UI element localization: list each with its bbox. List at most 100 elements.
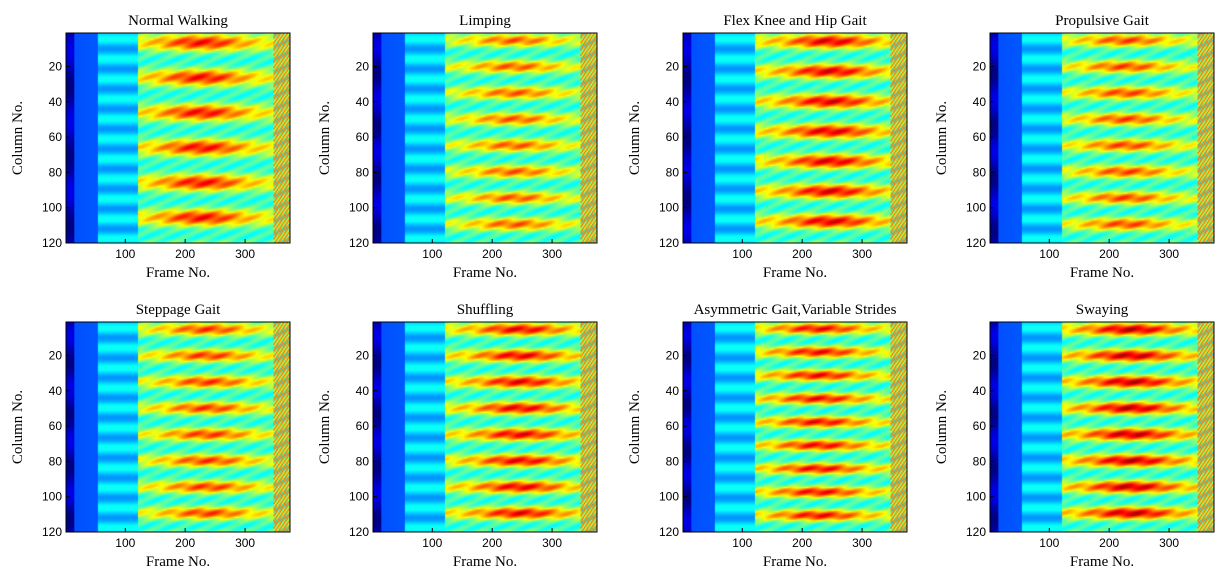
y-tick-label: 40 [666, 384, 680, 398]
y-tick-label: 100 [966, 490, 986, 504]
y-tick-label: 120 [659, 236, 679, 250]
x-tick-label: 300 [235, 247, 255, 261]
x-tick-label: 100 [422, 247, 442, 261]
heatmap-image [66, 33, 290, 243]
y-tick-label: 100 [42, 201, 62, 215]
plot-frame [682, 321, 908, 533]
heatmap-image [373, 322, 597, 532]
x-axis-label: Frame No. [146, 265, 210, 281]
heatmap-image [373, 33, 597, 243]
y-tick-label: 100 [966, 201, 986, 215]
heatmap-image [683, 322, 907, 532]
x-axis-label: Frame No. [453, 554, 517, 570]
x-tick-label: 300 [1159, 247, 1179, 261]
chart-title: Normal Walking [128, 13, 228, 29]
y-tick-label: 80 [49, 165, 63, 179]
heatmap-panel: Swaying 100 200 300 20 40 60 80 100 120 Frame No. C… [934, 302, 1215, 570]
y-axis-label: Column No. [934, 101, 950, 175]
x-tick-label: 200 [792, 536, 812, 550]
chart-title: Flex Knee and Hip Gait [723, 13, 867, 29]
y-tick-label: 80 [973, 165, 987, 179]
y-tick-label: 40 [49, 95, 63, 109]
x-tick-label: 300 [1159, 536, 1179, 550]
y-axis-label: Column No. [10, 101, 26, 175]
y-tick-label: 120 [966, 236, 986, 250]
y-tick-label: 60 [973, 130, 987, 144]
chart-title: Asymmetric Gait,Variable Strides [694, 302, 897, 318]
y-tick-label: 120 [42, 525, 62, 539]
y-tick-label: 60 [49, 130, 63, 144]
y-tick-label: 20 [666, 349, 680, 363]
plot-frame [682, 32, 908, 244]
y-tick-label: 120 [42, 236, 62, 250]
y-tick-label: 20 [973, 60, 987, 74]
x-axis-label: Frame No. [1070, 265, 1134, 281]
x-tick-label: 200 [175, 536, 195, 550]
x-axis-label: Frame No. [1070, 554, 1134, 570]
chart-title: Swaying [1076, 302, 1129, 318]
y-tick-label: 20 [49, 349, 63, 363]
heatmap-panel: Steppage Gait 100 200 300 20 40 60 80 100 120 Fram… [10, 302, 291, 570]
y-tick-label: 60 [666, 130, 680, 144]
x-axis-label: Frame No. [763, 554, 827, 570]
heatmap-panel: Normal Walking 100 200 300 20 40 60 80 100 120 Fra… [10, 13, 291, 281]
y-axis-label: Column No. [627, 101, 643, 175]
y-tick-label: 40 [973, 95, 987, 109]
x-tick-label: 200 [792, 247, 812, 261]
x-axis-label: Frame No. [146, 554, 210, 570]
y-tick-label: 120 [349, 525, 369, 539]
y-tick-label: 40 [973, 384, 987, 398]
y-tick-label: 40 [666, 95, 680, 109]
y-tick-label: 100 [659, 201, 679, 215]
y-axis-label: Column No. [627, 390, 643, 464]
x-tick-label: 200 [1099, 247, 1119, 261]
y-tick-label: 80 [49, 454, 63, 468]
y-axis-label: Column No. [317, 101, 333, 175]
heatmap-image [990, 33, 1214, 243]
y-tick-label: 60 [49, 419, 63, 433]
y-tick-label: 60 [356, 130, 370, 144]
y-tick-label: 40 [49, 384, 63, 398]
y-tick-label: 20 [49, 60, 63, 74]
chart-title: Propulsive Gait [1055, 13, 1150, 29]
x-tick-label: 300 [542, 536, 562, 550]
y-tick-label: 120 [966, 525, 986, 539]
heatmap-panel: Limping 100 200 300 20 40 60 80 100 120 Frame No. C… [317, 13, 598, 281]
y-axis-label: Column No. [317, 390, 333, 464]
heatmap-panel: Propulsive Gait 100 200 300 20 40 60 80 100 120 Fr… [934, 13, 1215, 281]
y-tick-label: 60 [356, 419, 370, 433]
x-tick-label: 100 [1039, 536, 1059, 550]
y-tick-label: 80 [666, 454, 680, 468]
chart-title: Steppage Gait [136, 302, 221, 318]
y-tick-label: 100 [349, 201, 369, 215]
x-tick-label: 200 [482, 247, 502, 261]
y-tick-label: 80 [973, 454, 987, 468]
y-tick-label: 40 [356, 384, 370, 398]
y-tick-label: 40 [356, 95, 370, 109]
y-tick-label: 120 [659, 525, 679, 539]
plot-frame [65, 32, 291, 244]
y-tick-label: 80 [356, 454, 370, 468]
plot-frame [65, 321, 291, 533]
x-tick-label: 300 [235, 536, 255, 550]
y-tick-label: 80 [666, 165, 680, 179]
plot-frame [989, 321, 1215, 533]
heatmap-panel: Flex Knee and Hip Gait 100 200 300 20 40 60 80 1… [627, 13, 908, 281]
heatmap-image [683, 33, 907, 243]
chart-title: Shuffling [457, 302, 514, 318]
plot-frame [372, 321, 598, 533]
x-tick-label: 300 [852, 536, 872, 550]
x-tick-label: 100 [115, 247, 135, 261]
x-tick-label: 300 [852, 247, 872, 261]
y-tick-label: 60 [666, 419, 680, 433]
y-axis-label: Column No. [10, 390, 26, 464]
x-tick-label: 100 [732, 536, 752, 550]
x-axis-label: Frame No. [763, 265, 827, 281]
y-tick-label: 20 [666, 60, 680, 74]
y-tick-label: 20 [973, 349, 987, 363]
y-tick-label: 20 [356, 349, 370, 363]
x-tick-label: 200 [482, 536, 502, 550]
y-tick-label: 100 [42, 490, 62, 504]
